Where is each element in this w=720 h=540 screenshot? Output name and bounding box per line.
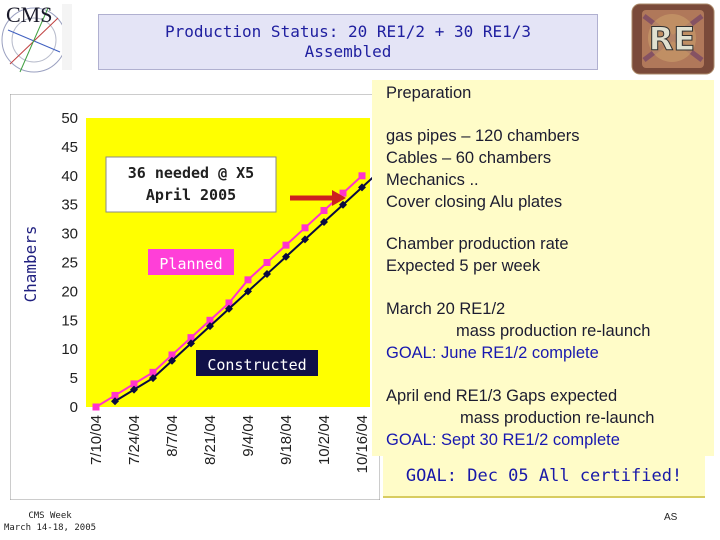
planned-point (111, 391, 119, 399)
re13-goal: GOAL: Sept 30 RE1/2 complete (386, 431, 620, 449)
x-tick-label: 10/2/04 (316, 415, 333, 465)
planned-point (130, 380, 138, 388)
needed-callout (105, 156, 277, 213)
footer-event-line-2: March 14-18, 2005 (3, 523, 97, 533)
slide-title: Production Status: 20 RE1/2 + 30 RE1/3 A… (98, 14, 598, 70)
constructed-point (187, 339, 195, 348)
y-tick-label: 0 (70, 399, 78, 416)
x-tick-label: 7/10/04 (88, 415, 105, 465)
constructed-point (244, 287, 252, 296)
planned-point (301, 224, 309, 232)
constructed-point (225, 304, 233, 313)
rate-line-1: Chamber production rate (386, 235, 569, 253)
constructed-point (149, 374, 157, 383)
preparation-heading: Preparation (386, 84, 472, 102)
x-tick-label: 7/24/04 (126, 415, 143, 465)
cms-logo: CMS (0, 0, 76, 74)
y-tick-label: 50 (61, 110, 78, 127)
rate-line-2: Expected 5 per week (386, 257, 541, 275)
y-tick-label: 10 (61, 341, 78, 358)
y-tick-label: 15 (61, 312, 78, 329)
planned-point (320, 206, 328, 214)
svg-text:CMS: CMS (6, 2, 52, 27)
constructed-point (263, 270, 271, 279)
planned-point (282, 241, 290, 249)
title-line-1: Production Status: 20 RE1/2 + 30 RE1/3 (164, 22, 532, 41)
x-tick-label: 10/16/04 (354, 415, 371, 473)
constructed-point (358, 183, 366, 192)
constructed-point (168, 356, 176, 365)
re13-line-2: mass production re-launch (460, 409, 655, 427)
planned-point (225, 299, 233, 307)
planned-point (149, 368, 157, 376)
x-tick-label: 8/21/04 (202, 415, 219, 465)
planned-point (206, 316, 214, 324)
prep-line-3: Mechanics .. (386, 171, 479, 189)
constructed-point (130, 385, 138, 394)
needed-line-1: 36 needed @ X5 (128, 164, 254, 182)
re-badge-logo: RE (631, 3, 715, 75)
planned-point (92, 403, 100, 411)
x-tick-label: 9/4/04 (240, 415, 257, 457)
status-notes-panel: Preparation gas pipes – 120 chambers Cab… (372, 80, 714, 456)
planned-point (168, 351, 176, 359)
constructed-point (339, 200, 347, 209)
x-tick-label: 8/7/04 (164, 415, 181, 457)
constructed-point (320, 218, 328, 227)
planned-point (244, 276, 252, 284)
planned-point (358, 172, 366, 180)
constructed-point (301, 235, 309, 244)
re12-goal: GOAL: June RE1/2 complete (386, 344, 599, 362)
x-tick-label: 9/18/04 (278, 415, 295, 465)
prep-line-1: gas pipes – 120 chambers (386, 127, 580, 145)
footer-event: CMS Week March 14-18, 2005 (2, 510, 98, 534)
needed-line-2: April 2005 (146, 186, 236, 204)
y-tick-label: 40 (61, 168, 78, 185)
footer-event-line-1: CMS Week (28, 511, 72, 521)
constructed-label: Constructed (207, 356, 306, 374)
y-axis-title: Chambers (21, 225, 40, 302)
y-tick-label: 5 (70, 370, 78, 387)
arrow-icon (290, 190, 346, 206)
y-tick-label: 30 (61, 226, 78, 243)
planned-point (339, 189, 347, 197)
y-tick-label: 20 (61, 283, 78, 300)
constructed-point (282, 252, 290, 261)
planned-label: Planned (159, 255, 222, 273)
planned-label-box (148, 249, 234, 275)
re12-line-2: mass production re-launch (456, 322, 651, 340)
constructed-point (206, 322, 214, 331)
planned-point (263, 259, 271, 266)
footer-author: AS (664, 512, 678, 523)
y-tick-label: 25 (61, 255, 78, 272)
y-tick-label: 35 (61, 197, 78, 214)
planned-point (187, 334, 195, 342)
re13-line-1: April end RE1/3 Gaps expected (386, 387, 618, 405)
production-chart: 0 5 10 15 20 25 30 35 40 45 50 7/10/04 7/24/04 8/7/0… (10, 94, 380, 500)
re12-line-1: March 20 RE1/2 (386, 300, 506, 318)
y-tick-label: 45 (61, 139, 78, 156)
title-line-2: Assembled (304, 42, 392, 61)
svg-text:RE: RE (649, 20, 696, 58)
prep-line-4: Cover closing Alu plates (386, 193, 563, 211)
final-goal-banner: GOAL: Dec 05 All certified! (383, 456, 705, 498)
constructed-point (111, 397, 119, 406)
constructed-label-box (196, 350, 318, 376)
prep-line-2: Cables – 60 chambers (386, 149, 552, 167)
